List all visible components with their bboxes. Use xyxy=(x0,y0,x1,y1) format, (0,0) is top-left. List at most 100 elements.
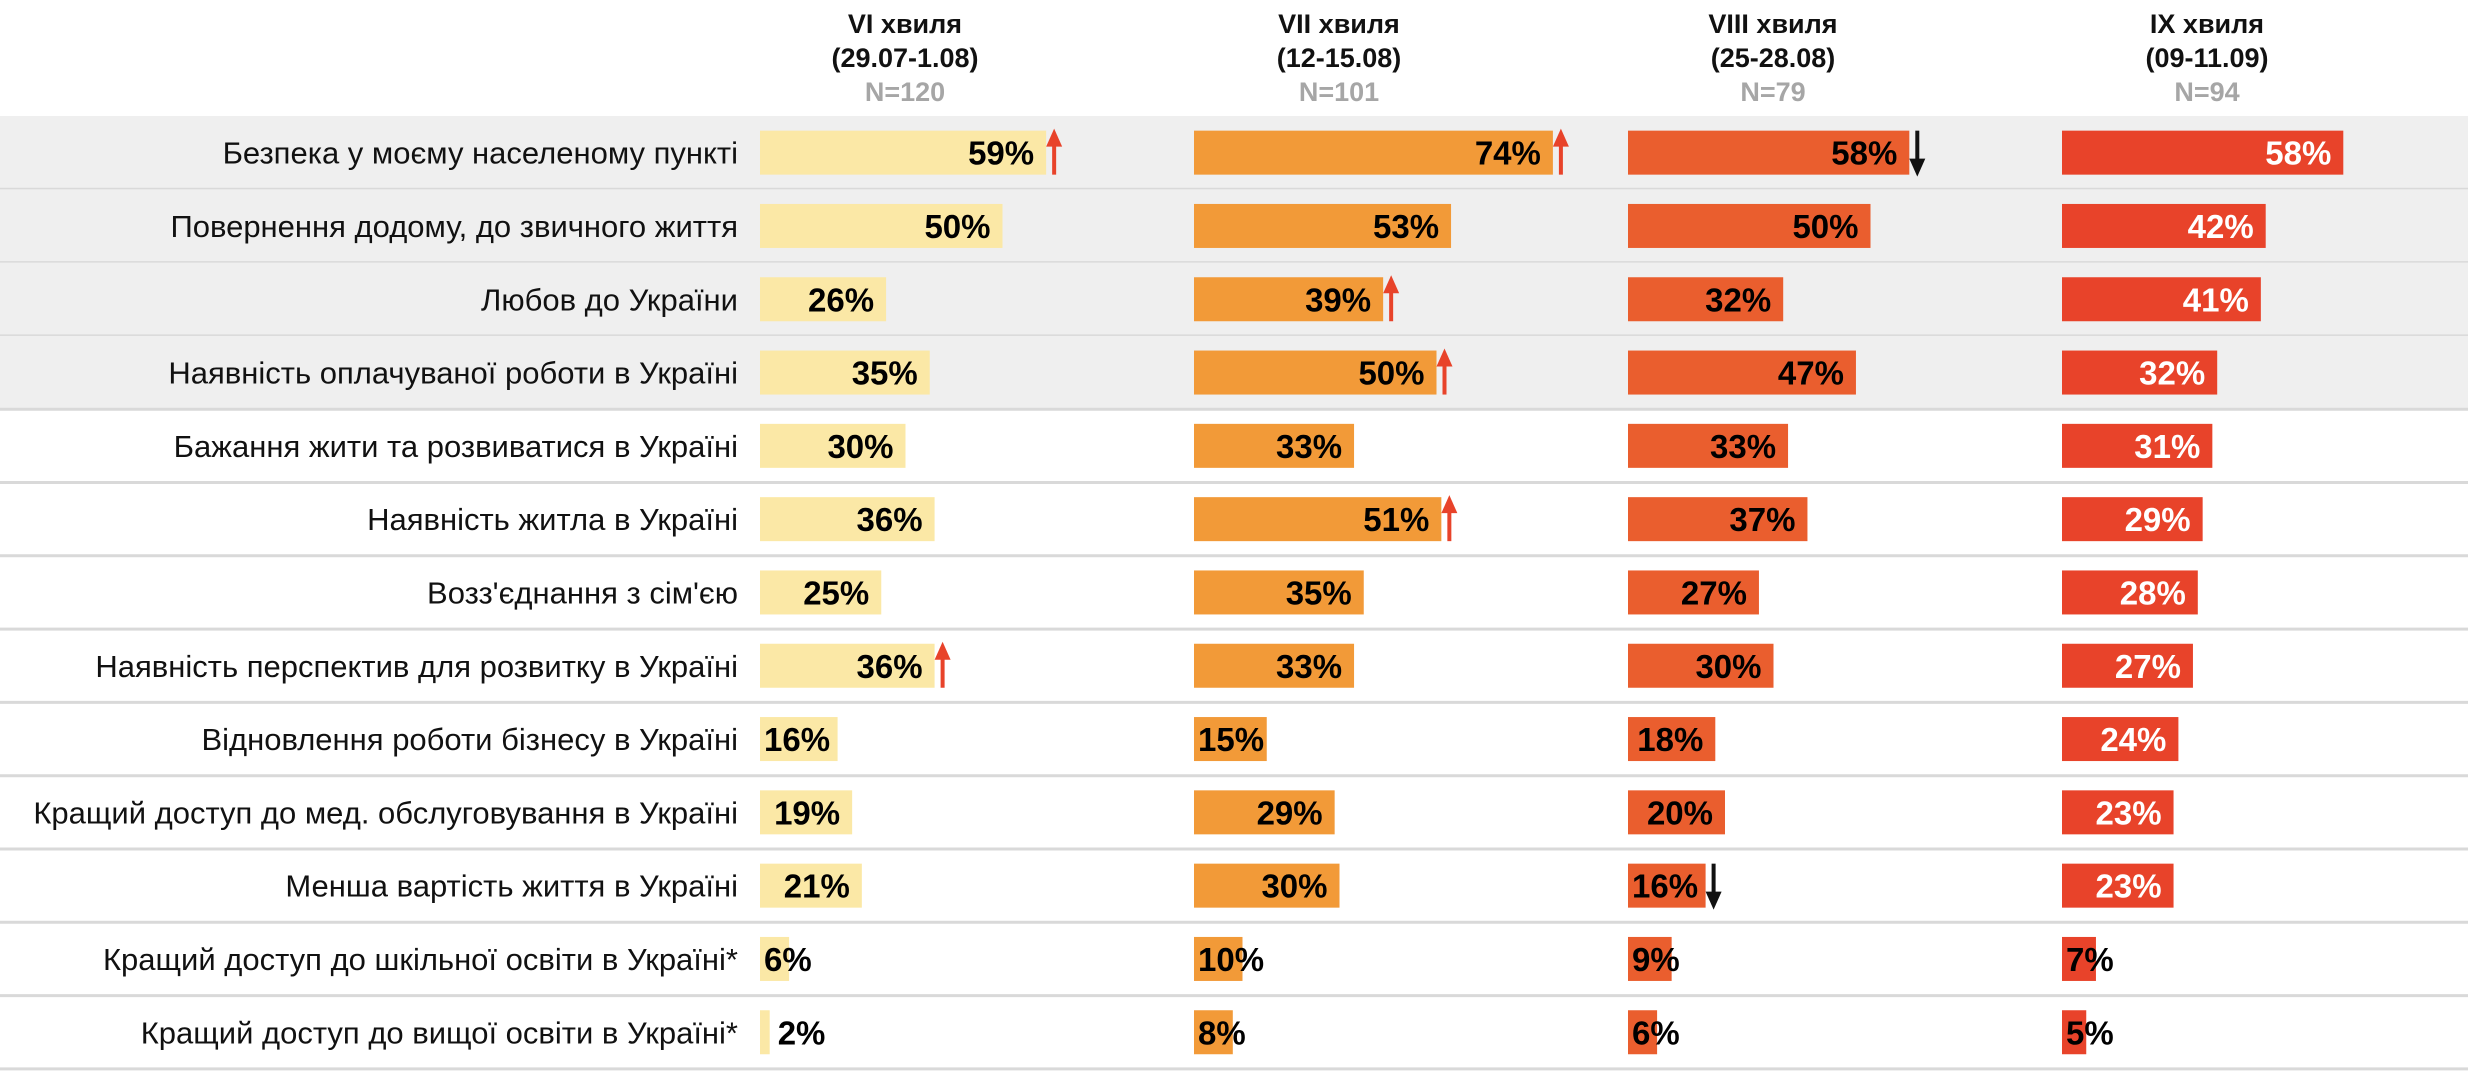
bar xyxy=(1628,277,1784,322)
bar xyxy=(1628,717,1716,762)
bar xyxy=(2062,203,2266,248)
arrow-down-icon xyxy=(1909,130,1926,177)
value-label: 29% xyxy=(1257,794,1323,831)
bar xyxy=(760,350,930,395)
value-label: 37% xyxy=(1729,501,1795,538)
value-label: 9% xyxy=(1632,941,1680,978)
bar xyxy=(1628,1010,1658,1055)
bar xyxy=(2062,863,2174,908)
value-label: 32% xyxy=(2139,355,2205,392)
arrow-up-icon xyxy=(1383,275,1400,322)
wave-sample-size: N=120 xyxy=(865,77,945,107)
bar xyxy=(1194,350,1437,395)
bar xyxy=(1628,130,1910,175)
bar xyxy=(1628,790,1725,835)
value-label: 26% xyxy=(808,281,874,318)
bar xyxy=(1628,350,1856,395)
bar xyxy=(1194,790,1335,835)
bar xyxy=(760,570,882,615)
value-label: 5% xyxy=(2066,1014,2114,1051)
change-markers xyxy=(934,128,1926,910)
value-label: 6% xyxy=(1632,1014,1680,1051)
value-label: 42% xyxy=(2188,208,2254,245)
category-label: Менша вартість життя в Україні xyxy=(285,869,738,904)
wave-header: VI хвиля (29.07-1.08) N=120 xyxy=(831,9,978,107)
bar xyxy=(1194,570,1364,615)
bar xyxy=(2062,130,2344,175)
value-label: 58% xyxy=(1831,135,1897,172)
value-label: 33% xyxy=(1276,648,1342,685)
value-label: 21% xyxy=(784,868,850,905)
value-label: 7% xyxy=(2066,941,2114,978)
bar xyxy=(760,717,838,762)
category-label: Безпека у моєму населеному пункті xyxy=(223,136,738,171)
bar xyxy=(2062,936,2096,981)
category-label: Наявність оплачуваної роботи в Україні xyxy=(168,356,738,391)
bar xyxy=(1628,570,1759,615)
bar xyxy=(2062,790,2174,835)
bar xyxy=(2062,717,2179,762)
wave-name: VI хвиля xyxy=(848,9,962,39)
bar xyxy=(1628,203,1871,248)
value-label: 74% xyxy=(1475,135,1541,172)
category-label: Любов до України xyxy=(481,282,738,317)
wave-sample-size: N=79 xyxy=(1740,77,1805,107)
wave-header: VII хвиля (12-15.08) N=101 xyxy=(1277,9,1402,107)
value-label: 30% xyxy=(1695,648,1761,685)
bar xyxy=(1194,203,1452,248)
value-label: 50% xyxy=(1358,355,1424,392)
bar xyxy=(760,130,1047,175)
bar xyxy=(2062,497,2203,542)
bar xyxy=(760,423,906,468)
value-label: 47% xyxy=(1778,355,1844,392)
value-label: 19% xyxy=(774,794,840,831)
bar xyxy=(760,643,935,688)
category-label: Наявність житла в Україні xyxy=(367,502,738,537)
wave-header: VIII хвиля (25-28.08) N=79 xyxy=(1708,9,1837,107)
wave-dates: (25-28.08) xyxy=(1711,43,1836,73)
bar xyxy=(1194,130,1553,175)
category-label: Возз'єднання з сім'єю xyxy=(427,575,738,610)
value-label: 23% xyxy=(2095,868,2161,905)
bar xyxy=(1194,423,1355,468)
bar xyxy=(760,863,862,908)
value-label: 16% xyxy=(1632,868,1698,905)
category-label: Кращий доступ до шкільної освіти в Украї… xyxy=(103,942,738,977)
wave-name: IX хвиля xyxy=(2150,9,2264,39)
bar xyxy=(1628,863,1706,908)
value-label: 27% xyxy=(2115,648,2181,685)
bar xyxy=(2062,643,2193,688)
value-label: 24% xyxy=(2100,721,2166,758)
category-label: Бажання жити та розвиватися в Україні xyxy=(174,429,738,464)
bar xyxy=(1194,1010,1233,1055)
arrow-up-icon xyxy=(1436,348,1453,395)
bar xyxy=(2062,1010,2087,1055)
value-label: 53% xyxy=(1373,208,1439,245)
bars: 59% 50% 26% 35% 30% 36% 25% 36% 16% 19% 21% 6% 2% 74%… xyxy=(760,130,2344,1055)
wave-dates: (09-11.09) xyxy=(2145,43,2268,73)
wave-headers: VI хвиля (29.07-1.08) N=120 VII хвиля (12-15… xyxy=(831,9,2268,107)
value-label: 6% xyxy=(764,941,812,978)
value-label: 29% xyxy=(2125,501,2191,538)
category-label: Наявність перспектив для розвитку в Укра… xyxy=(95,649,738,684)
category-label: Кращий доступ до мед. обслуговування в У… xyxy=(33,795,738,830)
wave-name: VIII хвиля xyxy=(1708,9,1837,39)
bar xyxy=(1194,643,1355,688)
value-label: 8% xyxy=(1198,1014,1246,1051)
value-label: 23% xyxy=(2095,794,2161,831)
bar xyxy=(760,790,853,835)
value-label: 58% xyxy=(2265,135,2331,172)
value-label: 36% xyxy=(857,501,923,538)
value-label: 10% xyxy=(1198,941,1264,978)
category-label: Відновлення роботи бізнесу в Україні xyxy=(201,722,738,757)
bar xyxy=(1194,497,1442,542)
value-label: 16% xyxy=(764,721,830,758)
wave-dates: (12-15.08) xyxy=(1277,43,1402,73)
arrow-down-icon xyxy=(1705,863,1722,910)
bar xyxy=(760,497,935,542)
wave-sample-size: N=94 xyxy=(2174,77,2239,107)
value-label: 36% xyxy=(857,648,923,685)
value-label: 27% xyxy=(1681,574,1747,611)
value-label: 25% xyxy=(803,574,869,611)
